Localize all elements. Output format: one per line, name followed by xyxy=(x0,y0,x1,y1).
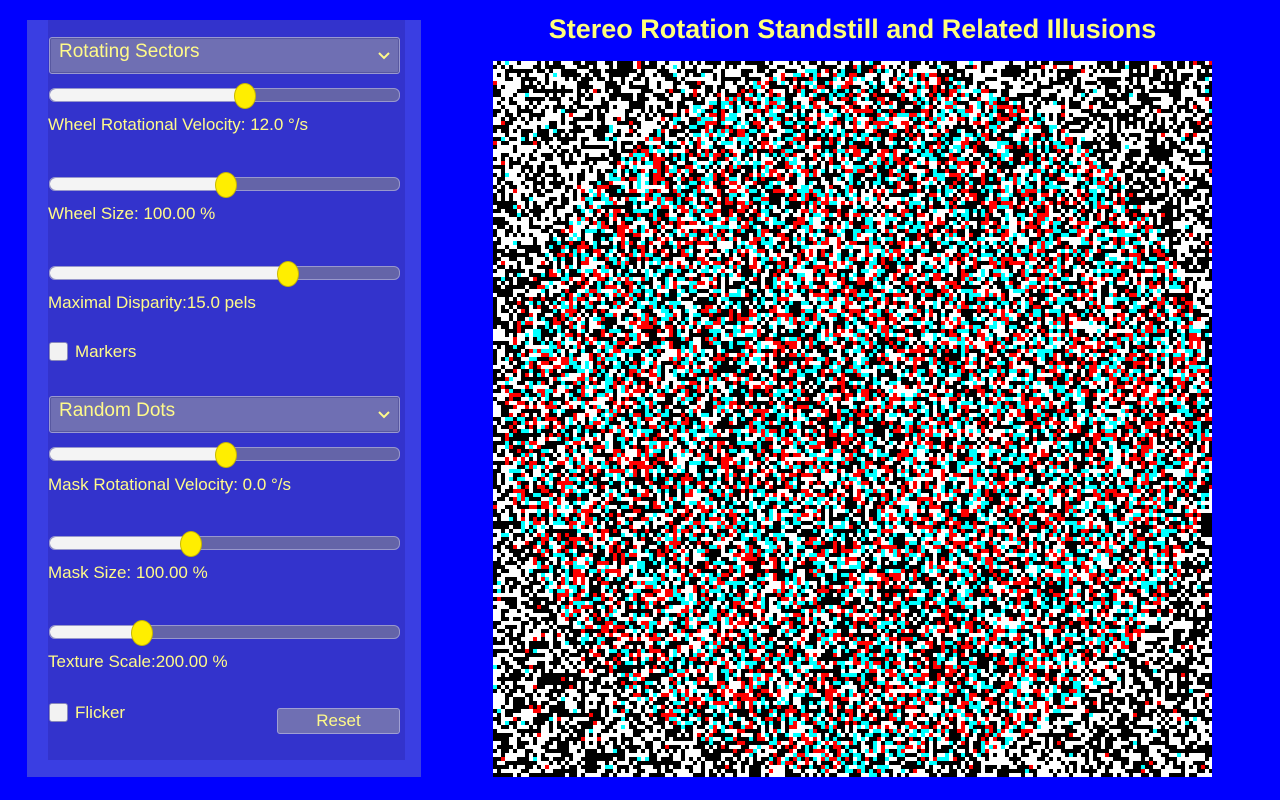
markers-checkbox[interactable] xyxy=(49,342,68,361)
wheel-velocity-slider[interactable] xyxy=(49,83,400,109)
slider-thumb[interactable] xyxy=(233,83,256,109)
slider-thumb[interactable] xyxy=(179,531,202,557)
texture-scale-label: Texture Scale:200.00 % xyxy=(48,652,228,671)
chevron-down-icon xyxy=(378,411,390,419)
mask-size-slider[interactable] xyxy=(49,531,400,557)
mask-velocity-label: Mask Rotational Velocity: 0.0 °/s xyxy=(48,475,292,494)
slider-fill xyxy=(50,178,225,190)
max-disparity-slider[interactable] xyxy=(49,261,400,287)
reset-button[interactable]: Reset xyxy=(277,708,400,734)
markers-label: Markers xyxy=(75,342,137,361)
flicker-checkbox[interactable] xyxy=(49,703,68,722)
control-panel: Rotating Sectors Wheel Rotational Veloci… xyxy=(27,20,421,777)
control-panel-inner: Rotating Sectors Wheel Rotational Veloci… xyxy=(48,20,405,760)
texture-scale-slider[interactable] xyxy=(49,620,400,646)
slider-thumb[interactable] xyxy=(277,261,300,287)
max-disparity-label: Maximal Disparity:15.0 pels xyxy=(48,293,256,312)
wheel-pattern-selected: Rotating Sectors xyxy=(59,41,200,62)
page-title: Stereo Rotation Standstill and Related I… xyxy=(548,14,1157,44)
slider-fill xyxy=(50,267,288,279)
flicker-label: Flicker xyxy=(75,703,126,722)
wheel-pattern-dropdown[interactable]: Rotating Sectors xyxy=(49,37,400,74)
mask-pattern-dropdown[interactable]: Random Dots xyxy=(49,396,400,433)
wheel-size-label: Wheel Size: 100.00 % xyxy=(48,204,216,223)
slider-fill xyxy=(50,537,190,549)
wheel-size-slider[interactable] xyxy=(49,172,400,198)
stereogram-canvas xyxy=(493,61,1212,777)
slider-fill xyxy=(50,448,225,460)
slider-fill xyxy=(50,89,244,101)
mask-size-label: Mask Size: 100.00 % xyxy=(48,563,208,582)
slider-thumb[interactable] xyxy=(214,172,237,198)
mask-velocity-slider[interactable] xyxy=(49,442,400,468)
slider-thumb[interactable] xyxy=(214,442,237,468)
slider-thumb[interactable] xyxy=(130,620,153,646)
wheel-velocity-label: Wheel Rotational Velocity: 12.0 °/s xyxy=(48,115,309,134)
slider-fill xyxy=(50,626,141,638)
chevron-down-icon xyxy=(378,52,390,60)
mask-pattern-selected: Random Dots xyxy=(59,400,176,421)
